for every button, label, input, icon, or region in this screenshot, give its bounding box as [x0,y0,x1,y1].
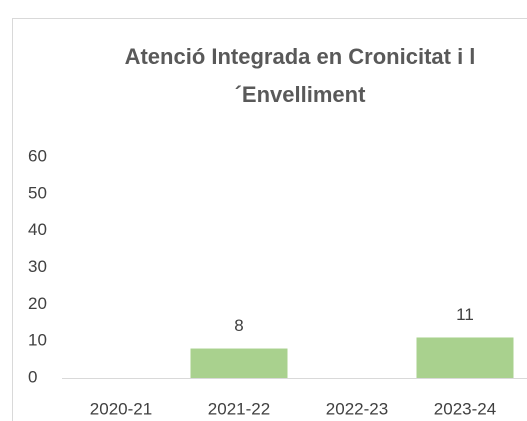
data-label: 8 [234,316,243,335]
x-tick-label: 2020-21 [90,399,152,418]
y-tick-label: 40 [28,220,47,239]
y-tick-label: 60 [28,146,47,165]
y-tick-label: 30 [28,257,47,276]
y-tick-label: 10 [28,331,47,350]
chart-title: Atenció Integrada en Cronicitat i l´Enve… [124,44,476,107]
bar [416,337,514,378]
data-label: 11 [456,305,474,324]
y-tick-label: 0 [28,367,37,386]
x-tick-label: 2021-22 [208,399,270,418]
x-tick-label: 2022-23 [326,399,388,418]
y-tick-label: 20 [28,294,47,313]
x-tick-label: 2023-24 [434,399,496,418]
bar [190,348,288,378]
y-tick-label: 50 [28,183,47,202]
